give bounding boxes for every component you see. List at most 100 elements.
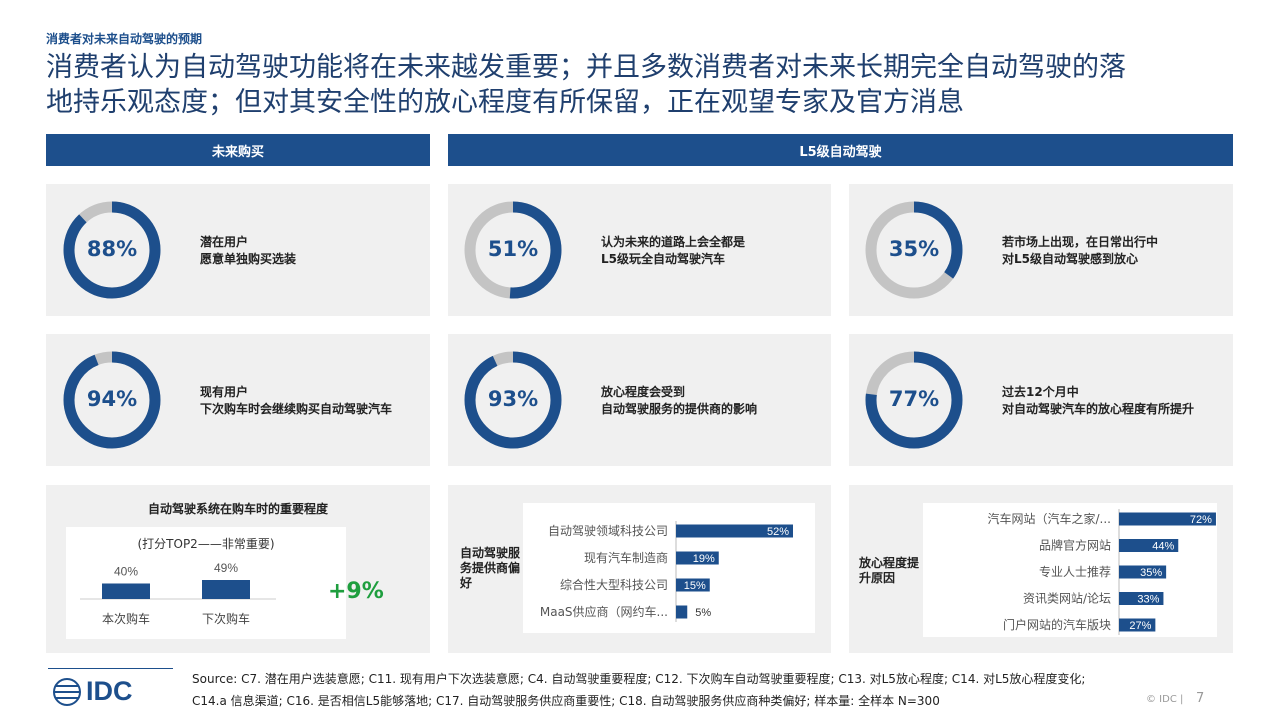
card-l5-trust: 35% 若市场上出现，在日常出行中 对L5级自动驾驶感到放心 (849, 184, 1233, 316)
donut-percent: 77% (888, 387, 940, 411)
donut-value-arc (464, 351, 562, 449)
bar (676, 524, 793, 538)
donut-ring (464, 351, 562, 449)
logo-text: IDC (86, 676, 133, 706)
source-line-1: Source: C7. 潜在用户选装意愿; C11. 现有用户下次选装意愿; C… (192, 672, 1086, 686)
bar (1119, 618, 1156, 632)
section-kicker: 消费者对未来自动驾驶的预期 (46, 32, 203, 46)
card-trust-improvement: 77% 过去12个月中 对自动驾驶汽车的放心程度有所提升 (849, 334, 1233, 466)
chart-title: 自动驾驶系统在购车时的重要程度 (147, 502, 328, 516)
donut-ring (464, 201, 562, 299)
donut-ring (63, 201, 161, 299)
bar-value-label: 72% (1190, 514, 1212, 526)
donut-value-arc (464, 201, 562, 299)
category-label: 资讯类网站/论坛 (1023, 592, 1111, 606)
card-description-line-1: 认为未来的道路上会全都是 (601, 235, 746, 249)
category-label: 现有汽车制造商 (584, 550, 668, 565)
card-description-line-1: 现有用户 (200, 385, 249, 399)
category-label: 自动驾驶领域科技公司 (548, 523, 668, 538)
donut-percent: 51% (487, 237, 539, 261)
donut-value-arc (865, 201, 963, 299)
provider-bar-chart: 自动驾驶领域科技公司 52% 现有汽车制造商 19% 综合性大型科技公司 15% MaaS供… (540, 521, 793, 622)
bar (102, 583, 150, 599)
page-title-line-2: 地持乐观态度；但对其安全性的放心程度有所保留，正在观望专家及官方消息 (46, 87, 964, 118)
bar-value-label: 44% (1152, 541, 1174, 553)
footer-rule (48, 668, 173, 669)
category-label: 门户网站的汽车版块 (1003, 617, 1111, 632)
donut-ring (865, 201, 963, 299)
donut-value-arc (865, 351, 963, 449)
card-description: 潜在用户 愿意单独购买选装 (200, 234, 296, 268)
importance-panel: 自动驾驶系统在购车时的重要程度 (打分TOP2——非常重要) 40% 本次购车 49… (46, 485, 430, 653)
bar (202, 580, 250, 599)
bar (676, 551, 719, 565)
bar-value-label: 19% (693, 553, 715, 565)
page-title-line-1: 消费者认为自动驾驶功能将在未来越发重要；并且多数消费者对未来长期完全自动驾驶的落 (46, 52, 1126, 83)
donut-value-arc (63, 201, 161, 299)
chart-area: 汽车网站（汽车之家/... 72% 品牌官方网站 44% 专业人士推荐 35% 资讯类网站/… (923, 503, 1217, 637)
card-description: 放心程度会受到 自动驾驶服务的提供商的影响 (601, 384, 757, 418)
bar-value-label: 40% (114, 564, 138, 578)
card-description-line-1: 潜在用户 (200, 235, 249, 249)
card-description-line-2: L5级玩全自动驾驶汽车 (601, 252, 725, 266)
card-description: 过去12个月中 对自动驾驶汽车的放心程度有所提升 (1002, 384, 1194, 418)
card-description: 认为未来的道路上会全都是 L5级玩全自动驾驶汽车 (601, 234, 745, 268)
card-description: 若市场上出现，在日常出行中 对L5级自动驾驶感到放心 (1002, 234, 1158, 268)
copyright: © IDC | (1146, 694, 1184, 705)
card-existing-users: 94% 现有用户 下次购车时会继续购买自动驾驶汽车 (46, 334, 430, 466)
page-number: 7 (1196, 691, 1205, 706)
bar-value-label: 49% (214, 561, 238, 575)
donut-value-arc (63, 351, 161, 449)
card-description-line-1: 放心程度会受到 (601, 385, 686, 399)
donut-percent: 35% (888, 237, 940, 261)
chart-subtitle: (打分TOP2——非常重要) (137, 537, 275, 551)
category-label: 本次购车 (102, 611, 150, 626)
card-description-line-2: 对自动驾驶汽车的放心程度有所提升 (1002, 402, 1195, 416)
category-label: 下次购车 (202, 611, 250, 626)
card-description-line-2: 愿意单独购买选装 (200, 252, 297, 266)
bar (1119, 539, 1179, 552)
bar (1119, 592, 1164, 605)
chart-side-label: 自动驾驶服务提供商偏好 (460, 546, 521, 590)
category-label: 专业人士推荐 (1039, 564, 1111, 579)
bar-value-label: 5% (695, 607, 711, 619)
card-provider-influence: 93% 放心程度会受到 自动驾驶服务的提供商的影响 (448, 334, 831, 466)
bar-value-label: 35% (1140, 567, 1162, 579)
bar (676, 605, 688, 619)
idc-logo: IDC (52, 676, 133, 707)
donut-percent: 88% (86, 237, 138, 261)
band-l5: L5级自动驾驶 (448, 134, 1233, 166)
category-label: 综合性大型科技公司 (560, 577, 668, 592)
card-description-line-1: 过去12个月中 (1002, 385, 1079, 399)
card-potential-users: 88% 潜在用户 愿意单独购买选装 (46, 184, 430, 316)
provider-preference-panel: 自动驾驶服务提供商偏好 自动驾驶领域科技公司 52% 现有汽车制造商 19% 综合性大型… (448, 485, 831, 653)
importance-bar-chart: 40% 本次购车 49% 下次购车 (80, 561, 276, 626)
globe-icon (53, 677, 81, 706)
band-future-purchase: 未来购买 (46, 134, 430, 166)
bar-value-label: 27% (1129, 620, 1151, 632)
page-title: 消费者认为自动驾驶功能将在未来越发重要；并且多数消费者对未来长期完全自动驾驶的落… (46, 50, 1246, 120)
bar-value-label: 52% (767, 526, 789, 538)
chart-side-label: 放心程度提升原因 (859, 556, 920, 585)
chart-area: (打分TOP2——非常重要) 40% 本次购车 49% 下次购车 (66, 527, 346, 639)
bar (676, 578, 710, 592)
card-description-line-2: 下次购车时会继续购买自动驾驶汽车 (200, 402, 393, 416)
bar (1119, 512, 1216, 526)
card-l5-roads: 51% 认为未来的道路上会全都是 L5级玩全自动驾驶汽车 (448, 184, 831, 316)
donut-percent: 94% (86, 387, 138, 411)
reasons-bar-chart: 汽车网站（汽车之家/... 72% 品牌官方网站 44% 专业人士推荐 35% 资讯类网站/… (988, 509, 1216, 635)
donut-percent: 93% (487, 387, 539, 411)
category-label: 品牌官方网站 (1039, 538, 1111, 553)
bar (1119, 565, 1167, 579)
source-line-2: C14.a 信息渠道; C16. 是否相信L5能够落地; C17. 自动驾驶服务… (192, 694, 940, 708)
donut-ring (63, 351, 161, 449)
category-label: 汽车网站（汽车之家/... (988, 511, 1112, 526)
delta-label: +9% (328, 579, 384, 604)
source-note: Source: C7. 潜在用户选装意愿; C11. 现有用户下次选装意愿; C… (192, 668, 1152, 712)
card-description-line-1: 若市场上出现，在日常出行中 (1002, 235, 1159, 249)
card-description-line-2: 自动驾驶服务的提供商的影响 (601, 402, 758, 416)
card-description: 现有用户 下次购车时会继续购买自动驾驶汽车 (200, 384, 392, 418)
category-label: MaaS供应商（网约车... (540, 604, 668, 619)
card-description-line-2: 对L5级自动驾驶感到放心 (1002, 252, 1138, 266)
bar-value-label: 33% (1137, 594, 1159, 606)
